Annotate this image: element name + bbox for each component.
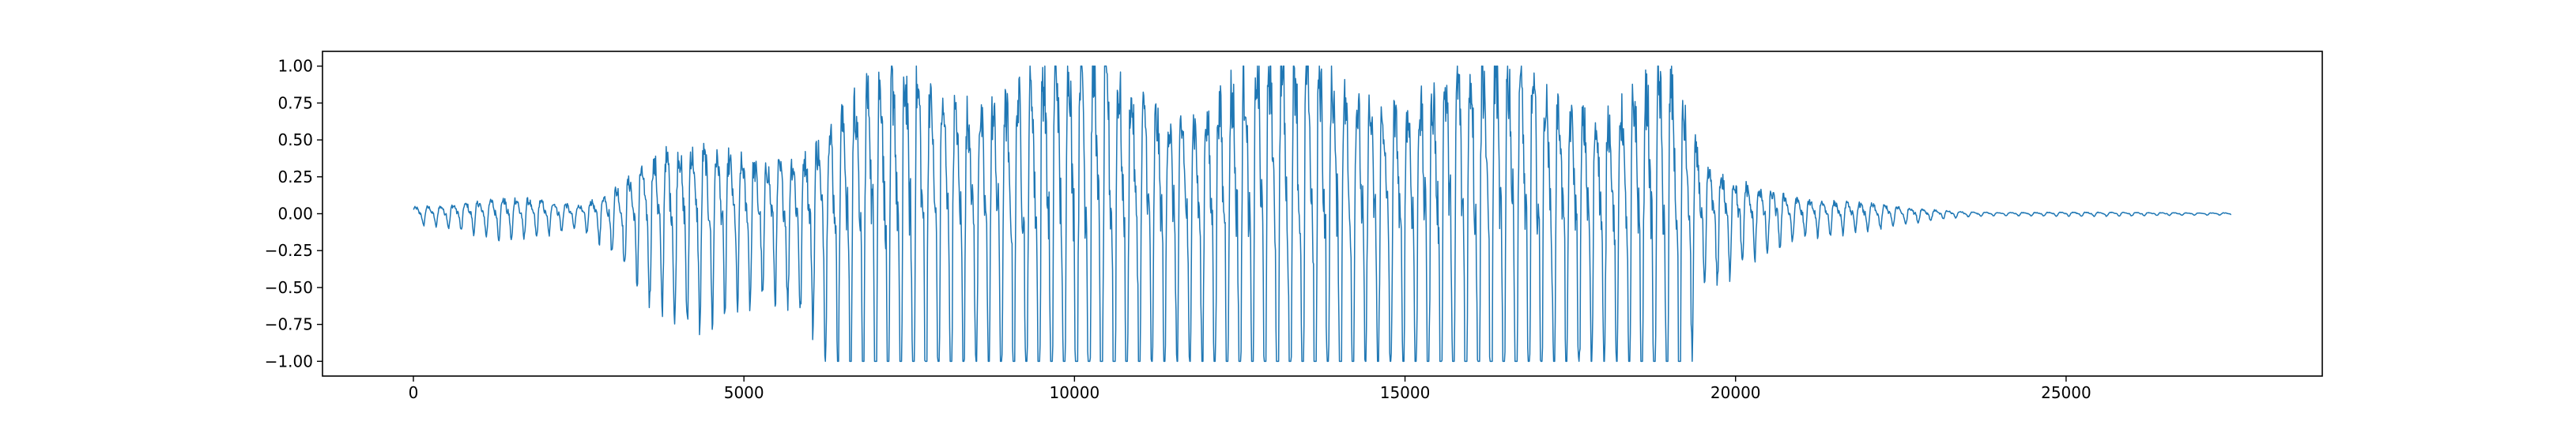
series-line [413,65,2232,363]
y-tick-label: −0.25 [265,241,313,260]
y-axis: 1.00 0.75 0.50 0.25 0.00 −0.25 −0.50 −0.75 −1.00 [265,57,322,371]
x-tick-label: 0 [409,383,419,402]
series-group [413,65,2232,363]
y-tick-label: 0.00 [277,205,313,224]
y-tick-label: 0.50 [277,130,313,149]
y-tick-label: −1.00 [265,352,313,371]
x-tick-label: 10000 [1050,383,1100,402]
y-tick-label: −0.75 [265,315,313,334]
y-tick-label: −0.50 [265,278,313,297]
x-axis: 0 5000 10000 15000 20000 25000 [409,376,2091,402]
y-tick-label: 0.25 [277,167,313,186]
y-tick-label: 1.00 [277,57,313,76]
x-tick-label: 5000 [724,383,764,402]
x-tick-label: 20000 [1710,383,1761,402]
y-tick-label: 0.75 [277,93,313,112]
x-tick-label: 15000 [1380,383,1431,402]
x-tick-label: 25000 [2041,383,2091,402]
